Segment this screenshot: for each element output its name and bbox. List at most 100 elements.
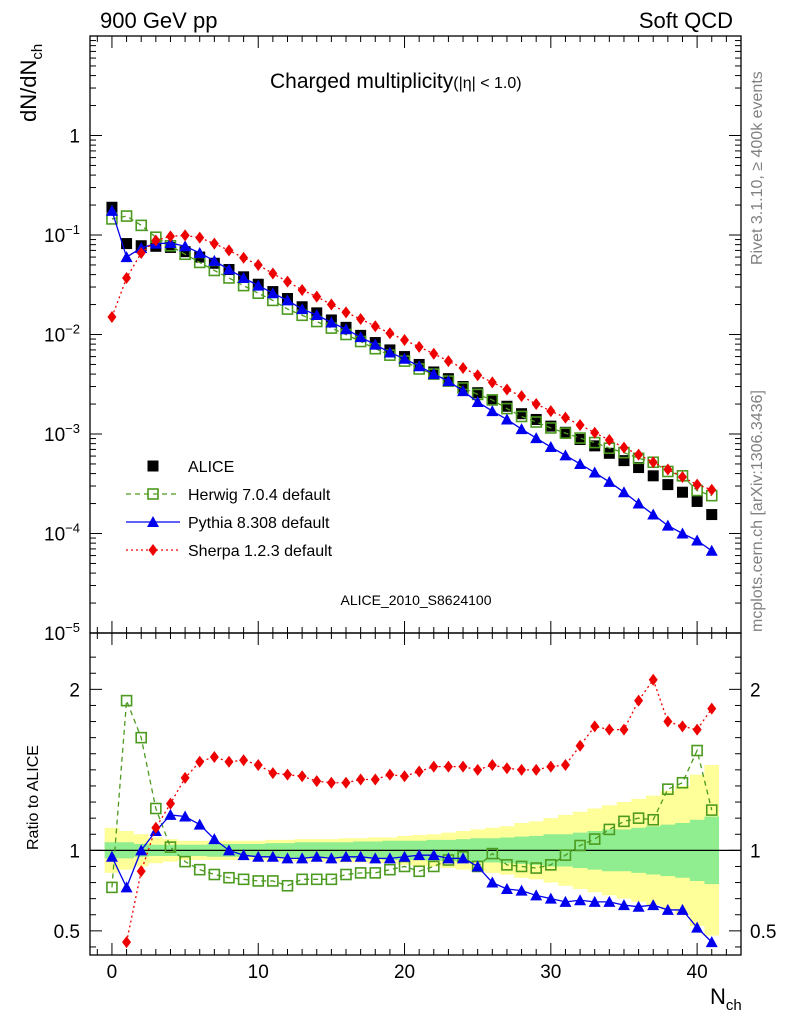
herwig-7-0-4-default-point xyxy=(588,833,601,845)
alice-point xyxy=(618,455,630,467)
x-axis-label: Nch xyxy=(710,984,742,1014)
herwig-7-0-4-default-point xyxy=(515,860,528,873)
sherpa-1-2-3-default-point xyxy=(268,267,278,280)
sherpa-1-2-3-default-point xyxy=(239,754,249,767)
sherpa-1-2-3-default-point xyxy=(604,434,614,447)
pythia-8-308-default-point xyxy=(691,534,704,546)
legend-label: Herwig 7.0.4 default xyxy=(188,487,331,504)
herwig-7-0-4-default-point xyxy=(369,867,382,879)
herwig-7-0-4-default-point xyxy=(340,868,352,881)
plot-title-cut: (|η| < 1.0) xyxy=(453,75,521,92)
sherpa-1-2-3-default-point xyxy=(604,723,614,736)
pythia-8-308-default-point xyxy=(296,852,309,864)
sherpa-1-2-3-default-point xyxy=(253,258,263,271)
pythia-8-308-default-point xyxy=(398,850,411,862)
plot-title: Charged multiplicity(|η| < 1.0) xyxy=(270,70,522,93)
ratio-y-axis-label: Ratio to ALICE xyxy=(25,745,42,850)
sherpa-1-2-3-default-point xyxy=(341,776,351,789)
sherpa-1-2-3-default-point xyxy=(209,750,219,763)
pythia-8-308-default-point xyxy=(340,323,353,335)
herwig-7-0-4-default-point xyxy=(208,868,221,881)
sherpa-1-2-3-default-point xyxy=(575,419,585,432)
sherpa-1-2-3-default-point xyxy=(560,411,570,424)
herwig-7-0-4-default-point xyxy=(545,859,557,871)
y-tick-label: 1 xyxy=(69,127,80,148)
sherpa-1-2-3-default-point xyxy=(356,313,366,326)
sherpa-1-2-3-default-point xyxy=(414,765,424,778)
y-tick-label: 10−3 xyxy=(44,421,80,446)
sherpa-1-2-3-default-point xyxy=(312,775,322,788)
pythia-8-308-default-point xyxy=(310,309,323,321)
pythia-8-308-default-point xyxy=(471,860,484,872)
sherpa-1-2-3-default-point xyxy=(487,759,497,772)
pythia-8-308-default-point xyxy=(427,368,440,380)
sherpa-1-2-3-default-point xyxy=(341,306,351,319)
y-axis-label-sub: ch xyxy=(29,44,46,60)
pythia-8-308-default-point xyxy=(559,449,572,461)
pythia-8-308-default-point xyxy=(500,413,513,425)
sherpa-1-2-3-default-point xyxy=(224,244,234,257)
sherpa-1-2-3-default-point xyxy=(590,720,600,733)
sherpa-1-2-3-default-point xyxy=(619,441,629,454)
herwig-7-0-4-default-point xyxy=(193,863,206,876)
sherpa-1-2-3-default-point xyxy=(575,739,585,752)
sherpa-1-2-3-default-point xyxy=(707,483,717,496)
pythia-8-308-default-point xyxy=(164,808,177,820)
pythia-8-308-default-point xyxy=(457,852,470,864)
sherpa-1-2-3-default-point xyxy=(634,448,644,461)
sherpa-1-2-3-default-point xyxy=(648,673,658,686)
alice-point xyxy=(691,495,703,507)
sherpa-1-2-3-default-point xyxy=(692,478,702,491)
pythia-8-308-default-point xyxy=(120,881,133,893)
sherpa-1-2-3-default-point xyxy=(385,327,395,340)
x-tick-label: 20 xyxy=(394,962,415,983)
herwig-7-0-4-default-point xyxy=(676,776,689,789)
pythia-8-308-default-point xyxy=(676,903,689,915)
alice-point xyxy=(706,509,718,521)
sherpa-1-2-3-default-point xyxy=(165,797,175,810)
herwig-7-0-4-default-point xyxy=(574,839,586,852)
sherpa-1-2-3-default-point xyxy=(663,463,673,476)
alice-point xyxy=(633,462,645,474)
herwig-7-0-4-default-point xyxy=(530,416,542,428)
herwig-7-0-4-default-point xyxy=(530,862,542,874)
pythia-8-308-default-point xyxy=(427,849,440,861)
ratio-y-tick-label: 2 xyxy=(69,680,80,701)
pythia-8-308-default-point xyxy=(486,876,499,888)
sherpa-1-2-3-default-line xyxy=(111,234,712,491)
herwig-7-0-4-default-point xyxy=(662,783,674,795)
sherpa-1-2-3-default-point xyxy=(297,284,307,297)
pythia-8-308-default-point xyxy=(515,423,528,435)
pythia-8-308-default-point xyxy=(705,544,718,556)
pythia-8-308-default-point xyxy=(617,486,630,498)
sherpa-1-2-3-default-point xyxy=(502,383,512,396)
ratio-y-tick-label-right: 2 xyxy=(750,680,761,701)
pythia-8-308-default-point xyxy=(266,287,279,299)
legend-marker xyxy=(148,544,158,556)
sherpa-1-2-3-default-point xyxy=(165,230,175,243)
herwig-7-0-4-default-point xyxy=(486,847,499,860)
y-tick-label: 10−2 xyxy=(44,322,80,347)
sherpa-1-2-3-default-point xyxy=(136,246,146,259)
alice-point xyxy=(516,408,528,420)
pythia-8-308-default-point xyxy=(471,395,484,407)
pythia-8-308-default-point xyxy=(588,466,601,478)
herwig-7-0-4-default-point xyxy=(135,219,148,232)
sherpa-1-2-3-default-point xyxy=(443,355,453,368)
pythia-8-308-default-point xyxy=(222,844,235,856)
sherpa-1-2-3-default-point xyxy=(136,865,146,878)
sherpa-1-2-3-default-point xyxy=(326,776,336,789)
legend-item-pythia-8-308-default: Pythia 8.308 default xyxy=(126,515,330,532)
multiplicity-plot: 1 10−1 10−2 10−3 10−4 10−5 Charged multiplici… xyxy=(16,35,742,645)
pythia-8-308-default-point xyxy=(705,936,718,948)
herwig-7-0-4-default-point xyxy=(296,873,308,886)
pythia-8-308-default-point xyxy=(310,850,323,862)
x-tick-label: 40 xyxy=(687,962,708,983)
pythia-8-308-default-point xyxy=(252,850,265,862)
sherpa-1-2-3-default-point xyxy=(458,760,468,773)
sherpa-1-2-3-default-point xyxy=(370,773,380,786)
herwig-7-0-4-default-point xyxy=(603,823,616,836)
ratio-y-tick-label: 0.5 xyxy=(54,922,80,943)
pythia-8-308-default-point xyxy=(383,346,396,358)
alice-point xyxy=(472,387,484,399)
